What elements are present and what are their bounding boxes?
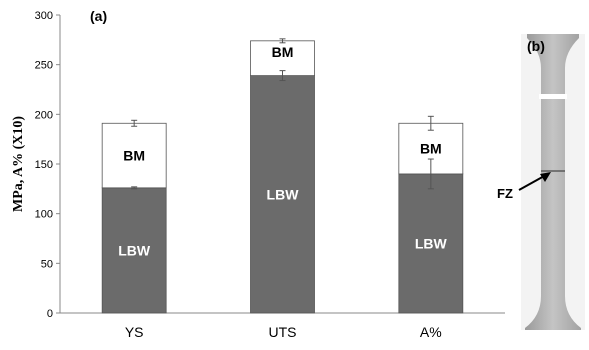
x-tick-label: UTS	[269, 324, 297, 340]
segment-label-lbw: LBW	[267, 186, 300, 202]
y-tick-label: 150	[35, 159, 53, 171]
x-tick-label: A%	[420, 324, 442, 340]
bar-lbw	[398, 173, 464, 314]
fz-arrow-icon	[518, 172, 551, 191]
y-tick-label: 0	[47, 308, 53, 320]
y-tick-label: 250	[35, 60, 53, 72]
bar-lbw	[250, 75, 315, 314]
fz-annotation: FZ	[497, 186, 513, 201]
bar-lbw	[101, 187, 167, 314]
x-tick-label: YS	[125, 324, 144, 340]
segment-label-lbw: LBW	[118, 242, 151, 258]
panel-b-label: (b)	[527, 38, 545, 54]
y-tick-label: 50	[41, 258, 53, 270]
segment-label-bm: BM	[272, 44, 294, 60]
y-axis-label: MPa, A% (X10)	[11, 116, 26, 212]
specimen-upper	[527, 34, 579, 94]
y-tick-label: 200	[35, 109, 53, 121]
y-tick-label: 100	[35, 209, 53, 221]
panel-a-label: (a)	[90, 8, 108, 24]
specimen-lower	[525, 99, 581, 330]
fracture-gap	[539, 94, 567, 99]
bar-bm	[250, 40, 315, 76]
y-tick-label: 300	[35, 10, 53, 22]
segment-label-bm: BM	[420, 141, 442, 157]
segment-label-bm: BM	[123, 148, 145, 164]
segment-label-lbw: LBW	[415, 235, 448, 251]
